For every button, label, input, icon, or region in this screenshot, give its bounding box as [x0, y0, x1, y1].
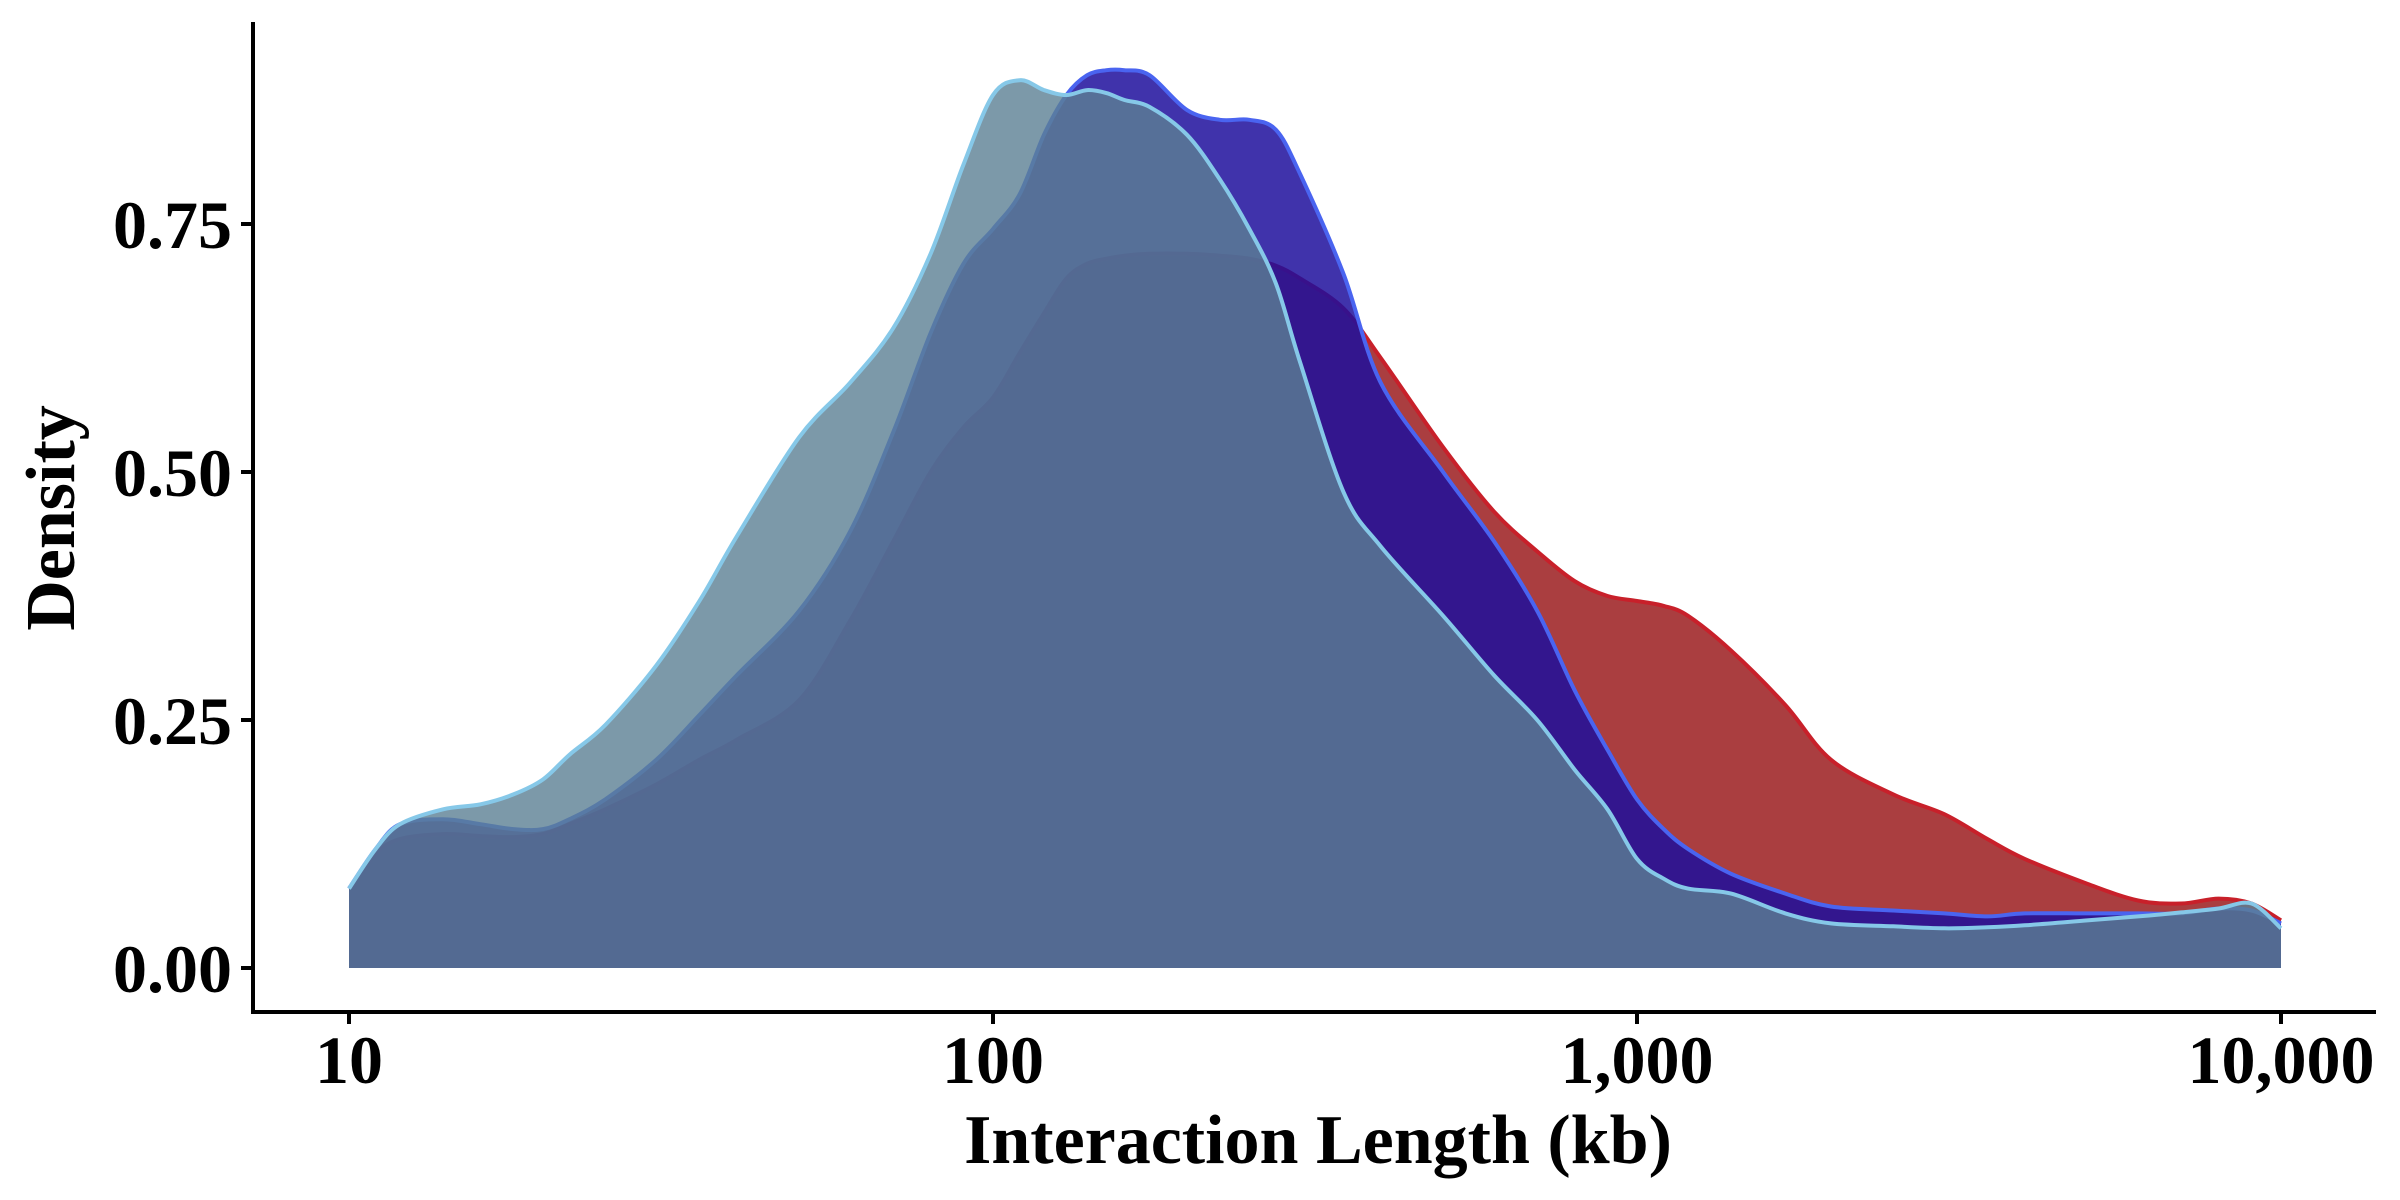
x-tick-label: 1,000	[1561, 1022, 1714, 1098]
y-tick-label: 0.25	[113, 683, 232, 759]
x-ticks: 10 100 1,000 10,000	[315, 1012, 2375, 1098]
y-tick-label: 0.75	[113, 187, 232, 263]
y-tick-label: 0.50	[113, 435, 232, 511]
y-axis-title: Density	[13, 405, 90, 631]
x-tick-label: 100	[942, 1022, 1044, 1098]
density-line-3	[347, 78, 2283, 931]
x-tick-label: 10	[315, 1022, 383, 1098]
x-tick-label: 10,000	[2188, 1022, 2375, 1098]
x-axis-title: Interaction Length (kb)	[964, 1102, 1672, 1179]
y-ticks: 0.00 0.25 0.50 0.75	[113, 187, 253, 1007]
density-areas	[347, 67, 2283, 969]
axes	[251, 22, 2376, 1014]
y-tick-label: 0.00	[113, 931, 232, 1007]
density-area-3	[349, 80, 2281, 969]
